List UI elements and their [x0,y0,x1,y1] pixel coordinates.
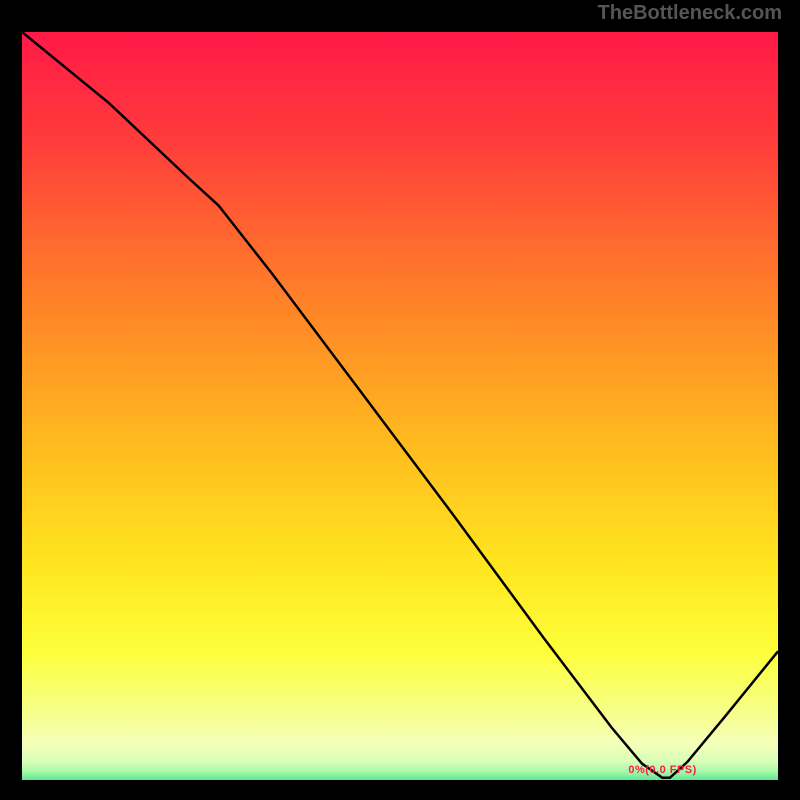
watermark-text: TheBottleneck.com [598,2,782,25]
zero-percent-marker: 0%(0.0 FPS) [628,764,696,776]
bottleneck-curve [22,32,778,780]
plot-area: 0%(0.0 FPS) [22,32,778,780]
chart-frame: 0%(0.0 FPS) [18,28,782,784]
